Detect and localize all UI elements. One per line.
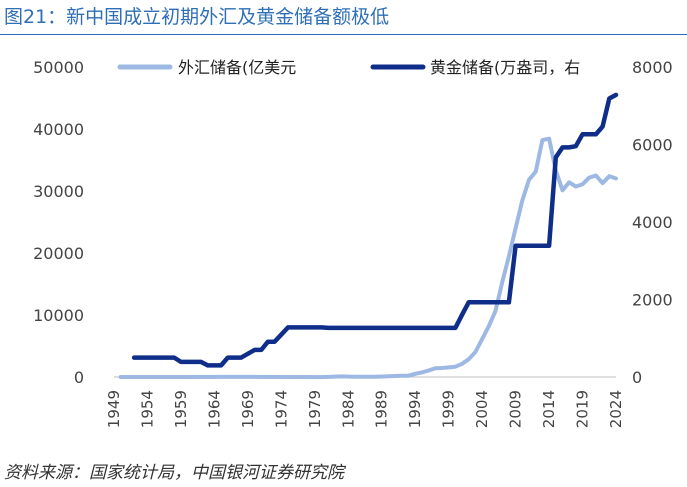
y-left-tick-label: 10000 xyxy=(33,306,84,325)
source-note: 资料来源：国家统计局，中国银河证券研究院 xyxy=(4,463,344,483)
x-tick-label: 1954 xyxy=(138,390,156,428)
x-tick-label: 1974 xyxy=(272,390,290,428)
x-tick-label: 2024 xyxy=(607,390,625,428)
figure-title: 图21：新中国成立初期外汇及黄金储备额极低 xyxy=(4,6,390,28)
y-axis-right: 0 2000 4000 6000 8000 xyxy=(632,58,673,387)
x-tick-label: 1959 xyxy=(172,390,190,428)
x-tick-label: 1994 xyxy=(406,390,424,428)
y-right-tick-label: 2000 xyxy=(632,291,673,310)
y-left-tick-label: 20000 xyxy=(33,244,84,263)
x-tick-label: 1964 xyxy=(205,390,223,428)
series-line-gold-reserves xyxy=(131,92,619,368)
x-tick-label: 2004 xyxy=(473,390,491,428)
x-tick-label: 2019 xyxy=(574,390,592,428)
x-tick-label: 1979 xyxy=(306,390,324,428)
y-right-tick-label: 8000 xyxy=(632,58,673,77)
y-left-tick-label: 30000 xyxy=(33,182,84,201)
y-left-tick-label: 0 xyxy=(74,368,84,387)
y-axis-left: 0 10000 20000 30000 40000 50000 xyxy=(33,58,84,387)
y-right-tick-label: 4000 xyxy=(632,213,673,232)
y-right-tick-label: 6000 xyxy=(632,136,673,155)
x-tick-label: 2009 xyxy=(507,390,525,428)
legend-label-gold-reserves: 黄金储备(万盎司，右 xyxy=(430,58,580,77)
y-left-tick-label: 40000 xyxy=(33,120,84,139)
x-tick-label: 1984 xyxy=(339,390,357,428)
x-axis: 1949 1954 1959 1964 1969 1974 1979 1984 1989 1994… xyxy=(105,390,625,428)
x-tick-label: 2014 xyxy=(540,390,558,428)
x-tick-label: 1949 xyxy=(105,390,123,428)
y-left-tick-label: 50000 xyxy=(33,58,84,77)
y-right-tick-label: 0 xyxy=(632,368,642,387)
series-line-fx-reserves xyxy=(118,136,618,380)
x-tick-label: 1989 xyxy=(373,390,391,428)
series-layer xyxy=(118,92,619,380)
legend: 外汇储备(亿美元 黄金储备(万盎司，右 xyxy=(117,58,580,77)
x-tick-label: 1999 xyxy=(440,390,458,428)
x-tick-label: 1969 xyxy=(239,390,257,428)
title-divider xyxy=(0,34,687,35)
legend-label-fx-reserves: 外汇储备(亿美元 xyxy=(178,58,296,77)
